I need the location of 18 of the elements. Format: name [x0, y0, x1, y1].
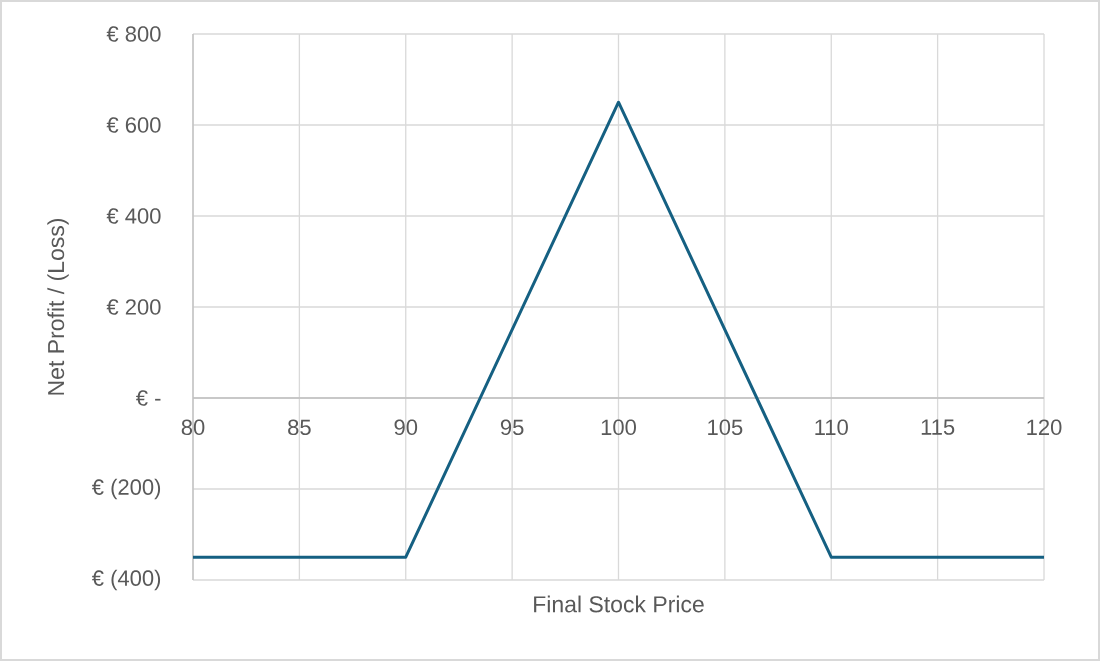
x-tick-label: 110: [815, 419, 848, 436]
x-tick-label: 95: [500, 419, 524, 436]
x-axis-title: Final Stock Price: [534, 595, 704, 613]
x-tick-label: 90: [394, 419, 418, 436]
x-tick-label: 100: [601, 419, 636, 436]
y-tick-label: € 400: [106, 208, 161, 224]
x-tick-label: 115: [921, 419, 955, 435]
y-tick-label: € -: [135, 390, 161, 406]
y-tick-label: € 600: [106, 117, 161, 133]
x-tick-label: 85: [288, 419, 311, 436]
y-tick-label: € 800: [106, 26, 161, 42]
x-tick-label: 105: [708, 419, 743, 436]
y-axis-title: Net Profit / (Loss): [47, 218, 69, 395]
x-tick-label: 80: [181, 419, 205, 436]
y-tick-label: € (200): [91, 478, 161, 500]
y-tick-label: € 200: [106, 299, 161, 315]
x-tick-label: 120: [1027, 419, 1062, 436]
y-tick-label: € (400): [91, 569, 161, 591]
